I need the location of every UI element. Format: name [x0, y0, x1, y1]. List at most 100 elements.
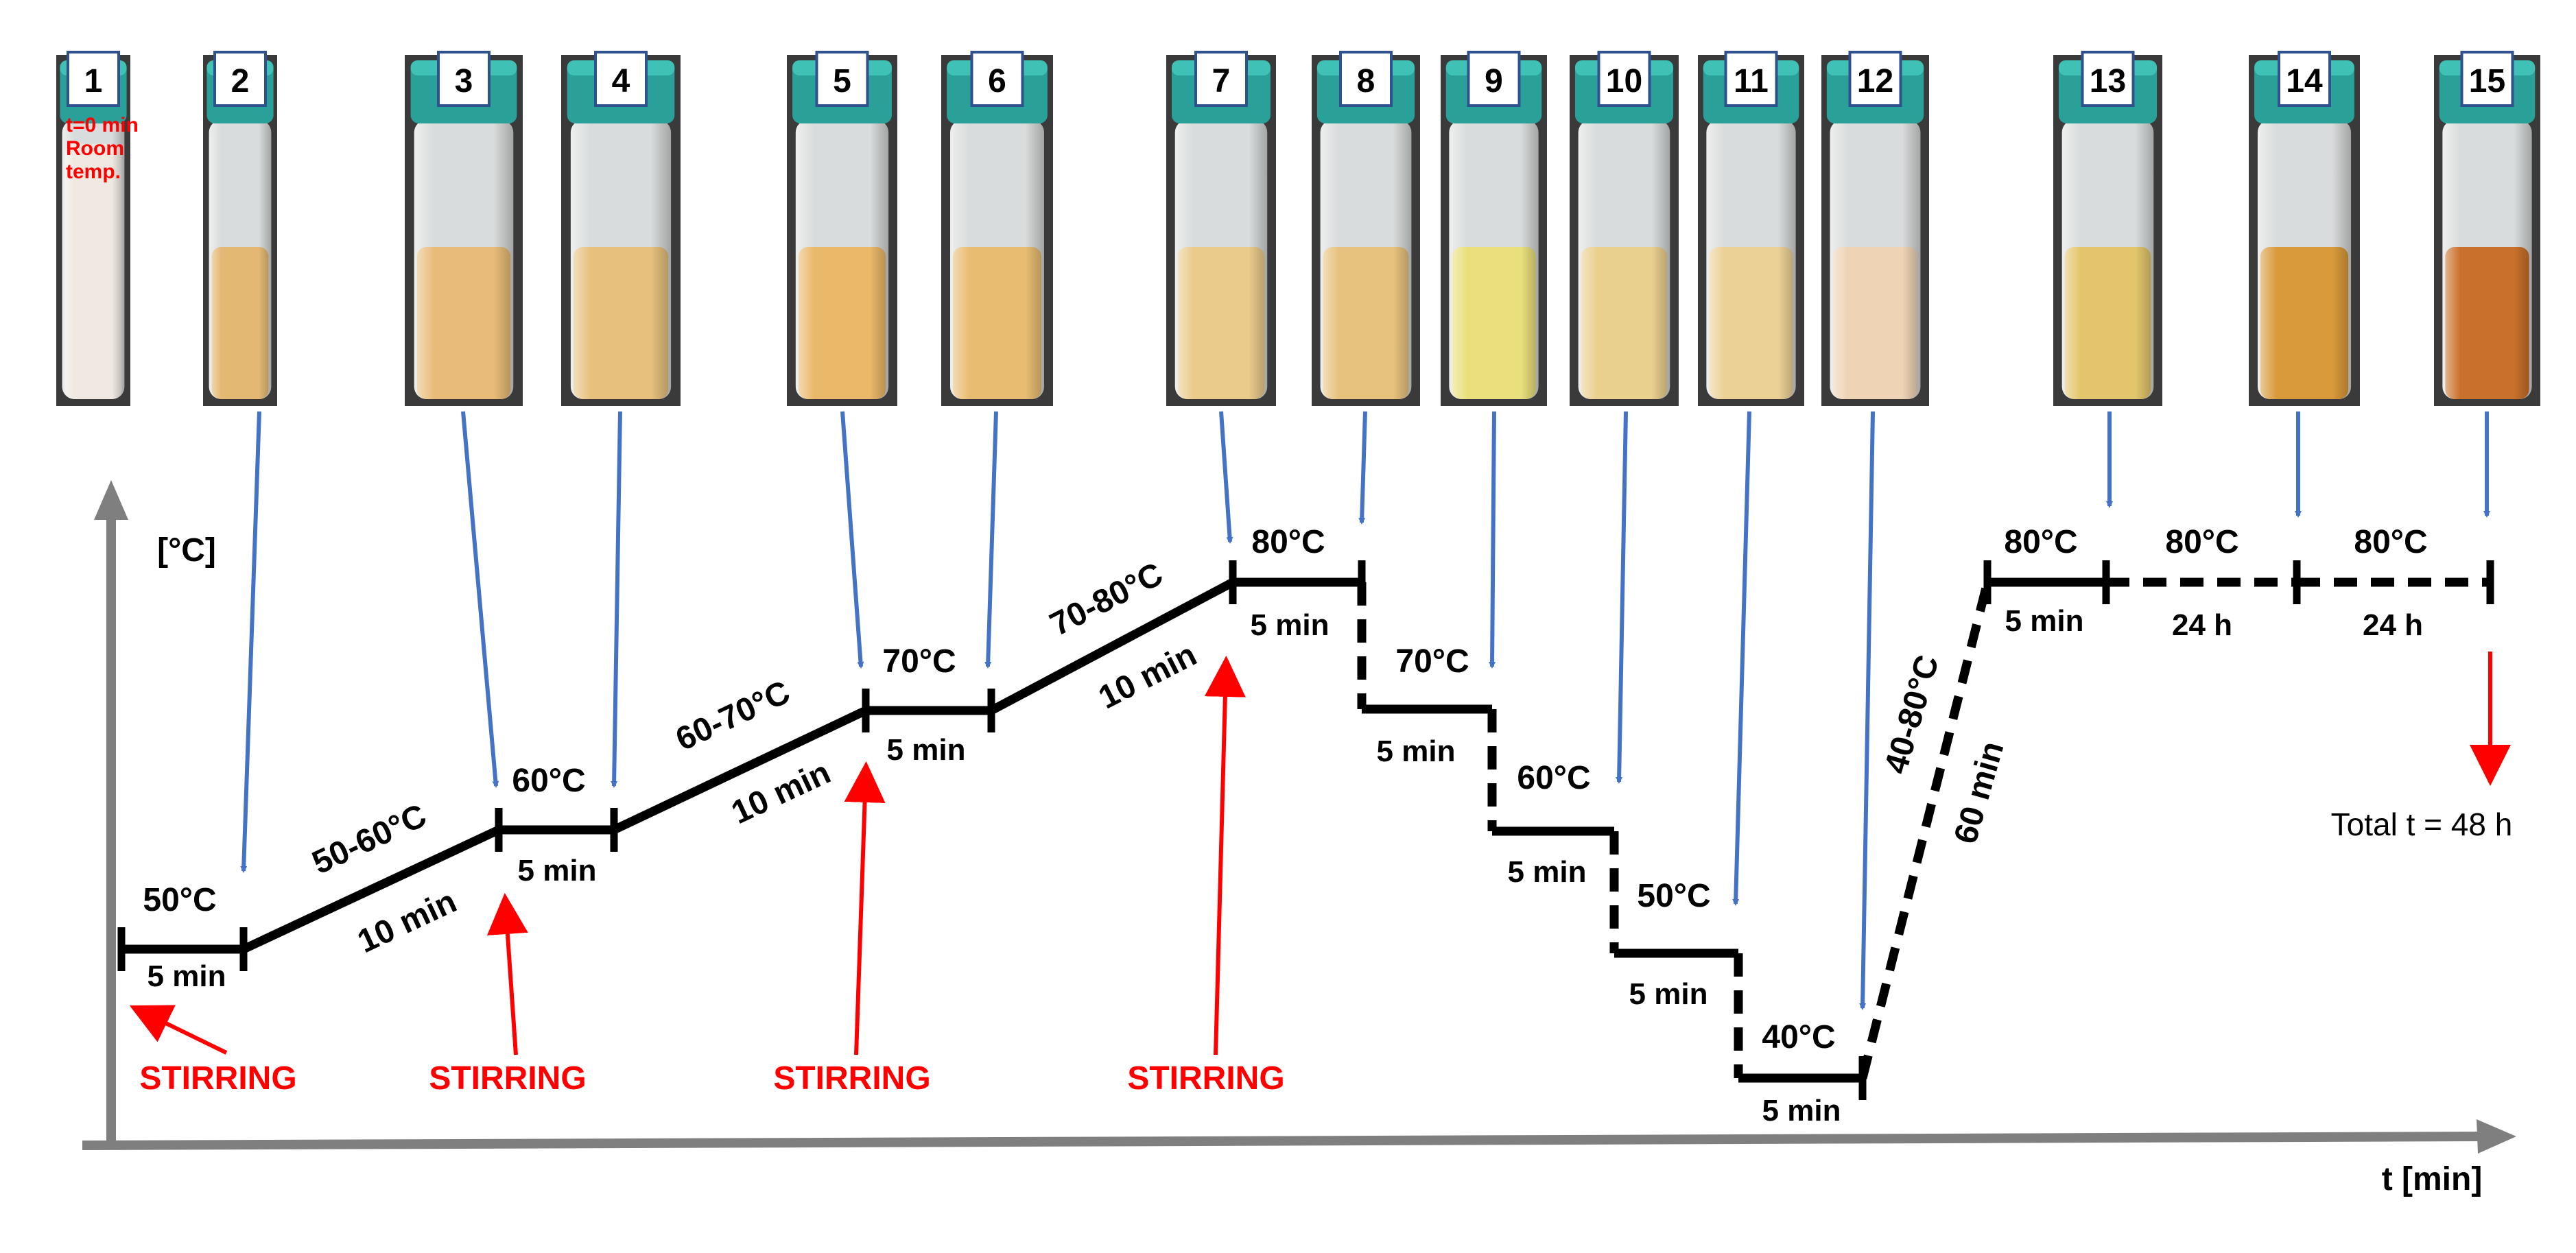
- y-axis-label: [°C]: [157, 532, 216, 569]
- step-temp-label: 80°C: [2004, 524, 2077, 560]
- vial-note: Room: [66, 137, 124, 160]
- step-duration-label: 5 min: [1508, 855, 1587, 889]
- step-duration-label: 5 min: [1377, 735, 1456, 768]
- vial-photo: 4: [561, 51, 681, 406]
- stirring-arrow: [129, 1005, 228, 1055]
- step-temp-label: 70°C: [1395, 643, 1469, 680]
- vial-photo: 2: [203, 51, 277, 406]
- x-axis-line: [82, 1132, 2488, 1150]
- vial-number-box: [1597, 51, 1651, 107]
- vial-photo: 12: [1821, 51, 1929, 406]
- vial-arrow: [240, 411, 261, 873]
- vial-arrow: [1358, 411, 1367, 525]
- vial-number: 2: [231, 63, 250, 99]
- step-temp-label: 70°C: [882, 643, 956, 680]
- vial-photo: 11: [1698, 51, 1804, 406]
- vial-photo: 15: [2434, 51, 2540, 406]
- vial-number: 6: [988, 63, 1006, 99]
- vial-arrow: [1616, 411, 1628, 784]
- vial-photo: 3: [405, 51, 523, 406]
- vial-number: 1: [84, 63, 103, 99]
- vial-arrow: [1219, 411, 1233, 544]
- vial-photo: 14: [2249, 51, 2360, 406]
- step-duration-label: 5 min: [1251, 608, 1330, 642]
- step-temp-label: 80°C: [1251, 524, 1325, 560]
- ramp-duration-label: 60 min: [1948, 737, 2011, 848]
- vial-number-box: [2460, 51, 2514, 107]
- vial-number: 3: [455, 63, 473, 99]
- vial-number: 9: [1485, 63, 1503, 99]
- vial-arrow: [1489, 411, 1496, 669]
- stirring-label: STIRRING: [139, 1060, 296, 1097]
- step-duration-label: 24 h: [2363, 608, 2423, 642]
- vial-arrow: [1732, 411, 1751, 906]
- profile-solid-heating: [121, 577, 1362, 954]
- vial-number: 15: [2469, 63, 2505, 99]
- stirring-label: STIRRING: [429, 1060, 586, 1097]
- vial-number: 7: [1212, 63, 1231, 99]
- vial-arrows: [240, 411, 2490, 1010]
- vial-number-box: [1467, 51, 1521, 107]
- vial-number-box: [67, 51, 120, 107]
- vial-note: temp.: [66, 160, 121, 183]
- profile-ticks: [117, 560, 2494, 1100]
- vial-number-box: [1724, 51, 1778, 107]
- step-temp-label: 80°C: [2165, 524, 2238, 560]
- vial-number: 11: [1734, 63, 1769, 99]
- vial-number: 5: [833, 63, 851, 99]
- vial-number-box: [1848, 51, 1902, 107]
- vial-number-box: [2278, 51, 2331, 107]
- x-axis-arrowhead: [2477, 1119, 2516, 1154]
- stirring-label: STIRRING: [773, 1060, 930, 1097]
- vial-arrow: [1859, 411, 1875, 1010]
- step-duration-label: 5 min: [2005, 604, 2084, 638]
- vial-photo: 6: [941, 51, 1053, 406]
- temperature-profile: [117, 560, 2494, 1100]
- vial-number-box: [1194, 51, 1248, 107]
- step-temp-label: 80°C: [2354, 524, 2427, 560]
- step-temp-label: 60°C: [1517, 760, 1590, 796]
- vial-photo: 9: [1441, 51, 1547, 406]
- vial-number-box: [437, 51, 491, 107]
- step-labels: 50°C 5 min 50-60°C 10 min 60°C 5 min 60-…: [143, 524, 2427, 1127]
- step-temp-label: 60°C: [512, 763, 585, 799]
- step-temp-label: 40°C: [1762, 1019, 1835, 1055]
- vial-photo: 10: [1570, 51, 1679, 406]
- vial-arrow: [611, 411, 622, 788]
- vial-number: 12: [1857, 63, 1893, 99]
- ramp-temp-label: 40-80°C: [1878, 652, 1946, 778]
- vial-arrow: [461, 411, 499, 788]
- step-temp-label: 50°C: [1637, 878, 1710, 914]
- vial-number-box: [1339, 51, 1393, 107]
- step-duration-label: 5 min: [887, 733, 966, 767]
- vial-photo: 5: [787, 51, 897, 406]
- vial-number-box: [594, 51, 648, 107]
- vial-number-box: [2081, 51, 2135, 107]
- vial-number: 10: [1606, 63, 1642, 99]
- vial-number-box: [815, 51, 869, 107]
- ramp-temp-label: 60-70°C: [670, 674, 795, 759]
- vial-number-box: [970, 51, 1024, 107]
- vial-number: 14: [2286, 63, 2323, 99]
- vial-number: 8: [1357, 63, 1375, 99]
- x-axis-label: t [min]: [2382, 1161, 2483, 1197]
- stirring-arrow: [1204, 656, 1246, 1055]
- y-axis-arrowhead: [94, 480, 128, 520]
- stirring-arrow: [844, 761, 886, 1055]
- step-temp-label: 50°C: [143, 882, 216, 918]
- step-duration-label: 5 min: [518, 854, 597, 887]
- step-duration-label: 5 min: [147, 959, 226, 993]
- stirring-arrow: [486, 893, 528, 1055]
- vial-arrow: [840, 411, 864, 669]
- vial-photo: 13: [2053, 51, 2162, 406]
- vial-number: 4: [612, 63, 630, 99]
- vial-number: 13: [2090, 63, 2126, 99]
- vial-photo: 8: [1312, 51, 1420, 406]
- stirring-annotations: STIRRING STIRRING STIRRING STIRRING: [129, 652, 2511, 1097]
- total-time-label: Total t = 48 h: [2331, 807, 2513, 842]
- vial-arrow: [984, 411, 998, 669]
